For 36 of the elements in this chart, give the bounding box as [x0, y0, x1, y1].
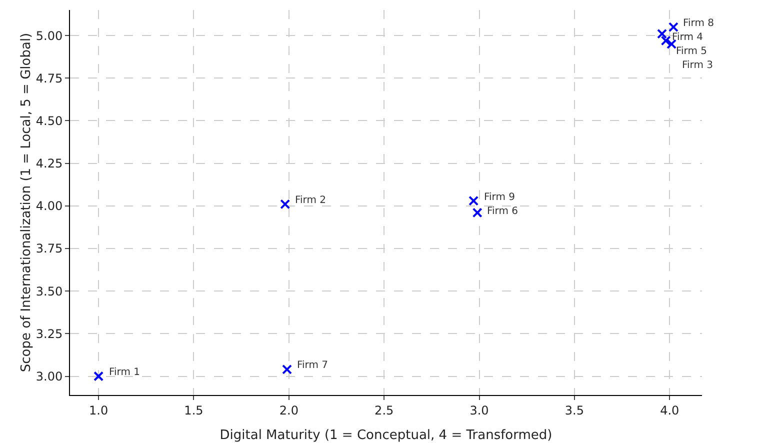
- point: [282, 364, 292, 374]
- y-tick-label: 4.75: [36, 71, 63, 86]
- x-tick-label: 1.0: [89, 403, 108, 418]
- x-tick-label: 4.0: [660, 403, 680, 418]
- y-tick-label: 4.25: [36, 156, 63, 171]
- annotation: Firm 7: [297, 360, 328, 371]
- annotation: Firm 8: [683, 18, 714, 29]
- annotation: Firm 6: [487, 206, 518, 217]
- x-tick-label: 2.5: [374, 403, 394, 418]
- y-tick-label: 4.50: [36, 114, 63, 128]
- x-tick-label: 3.5: [564, 403, 584, 418]
- point: [468, 196, 479, 206]
- point: [657, 28, 668, 39]
- y-tick-label: 3.00: [36, 369, 63, 384]
- annotation: Firm 4: [672, 32, 704, 43]
- x-axis-title: Digital Maturity (1 = Conceptual, 4 = Transformed): [220, 428, 552, 443]
- y-axis-title: Scope of Internationalization (1 = Local, 5 = Global): [18, 32, 34, 372]
- y-tick-label: 3.25: [36, 326, 63, 341]
- point: [472, 208, 482, 218]
- point: [666, 39, 677, 50]
- point: [668, 22, 678, 32]
- annotation: Firm 3: [682, 60, 714, 71]
- point: [280, 199, 290, 210]
- point: [660, 36, 671, 46]
- y-tick-label: 5.00: [36, 28, 63, 43]
- x-tick-label: 1.5: [184, 403, 204, 418]
- y-tick-label: 3.50: [36, 284, 63, 298]
- annotation: Firm 9: [484, 192, 516, 203]
- y-tick-label: 3.75: [36, 242, 63, 256]
- point: [94, 371, 104, 382]
- annotation: Firm 1: [109, 367, 140, 378]
- x-tick-label: 3.0: [470, 403, 489, 418]
- annotation: Firm 2: [295, 195, 326, 206]
- x-tick-label: 2.0: [279, 403, 298, 418]
- annotation: Firm 5: [676, 46, 708, 57]
- y-tick-label: 4.00: [36, 199, 63, 214]
